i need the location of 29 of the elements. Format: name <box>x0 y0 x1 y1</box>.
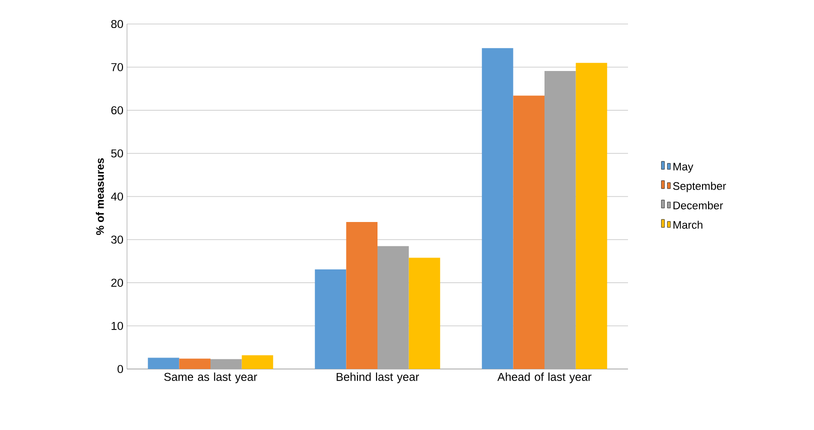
x-tick-label: Same as last year <box>164 372 258 384</box>
y-tick-label: 80 <box>111 20 124 28</box>
y-tick-label: 10 <box>112 322 124 330</box>
y-tick-label: 20 <box>111 278 124 287</box>
y-tick-label: 30 <box>111 236 124 244</box>
bar <box>513 96 545 369</box>
bar <box>210 359 242 369</box>
bar <box>179 358 210 369</box>
bar <box>378 246 409 369</box>
y-tick-label: 40 <box>111 192 124 201</box>
legend-label: December <box>674 201 723 210</box>
legend-label: March <box>674 220 702 229</box>
y-tick-label: 60 <box>111 106 124 114</box>
bar <box>544 71 576 369</box>
bar <box>314 269 346 369</box>
bar <box>242 355 274 369</box>
y-tick-label: 70 <box>111 63 124 72</box>
bar <box>408 258 440 369</box>
bar <box>346 222 378 369</box>
y-tick-label: 0 <box>118 364 124 374</box>
y-axis-title: % of measures <box>96 158 104 235</box>
x-tick-label: Ahead of last year <box>497 372 592 384</box>
bar <box>482 48 514 369</box>
bar <box>576 62 608 369</box>
legend-label: September <box>673 182 726 192</box>
x-tick-label: Behind last year <box>336 372 420 384</box>
y-tick-label: 50 <box>111 149 124 158</box>
bar <box>148 358 180 369</box>
legend-label: May <box>674 162 694 173</box>
